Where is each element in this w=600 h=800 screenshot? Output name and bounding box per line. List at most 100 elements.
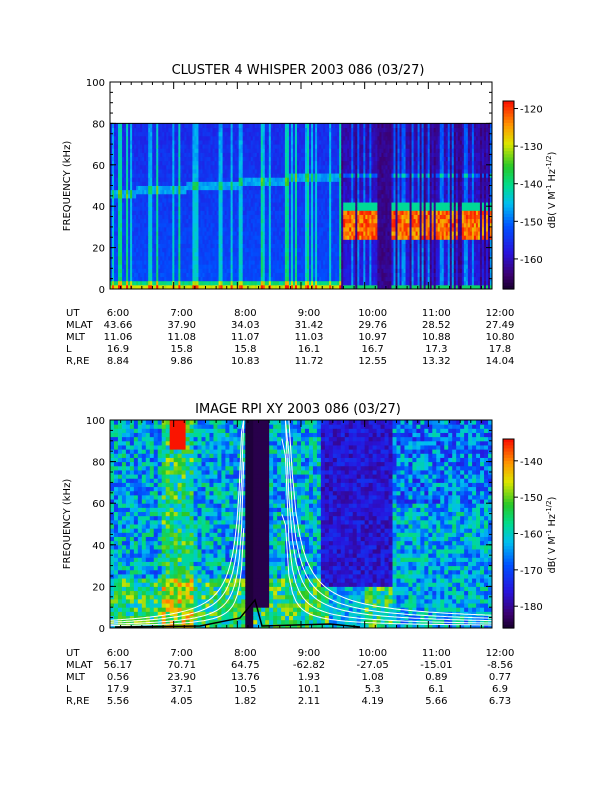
spectrogram-cell xyxy=(146,255,149,261)
spectrogram-cell xyxy=(212,148,216,153)
spectrogram-cell xyxy=(124,272,127,278)
spectrogram-cell xyxy=(120,123,123,129)
spectrogram-cell xyxy=(311,164,314,170)
spectrogram-cell xyxy=(206,127,210,133)
spectrogram-cell xyxy=(216,264,220,269)
spectrogram-cell xyxy=(292,264,296,269)
spectrogram-cell xyxy=(170,135,173,141)
spectrogram-cell xyxy=(294,243,298,249)
spectrogram-cell xyxy=(280,144,284,149)
spectrogram-cell xyxy=(222,144,226,149)
spectrogram-cell xyxy=(246,189,250,195)
spectrogram-cell xyxy=(224,181,228,186)
spectrogram-cell xyxy=(204,144,208,149)
spectrogram-cell xyxy=(136,284,139,290)
spectrogram-cell xyxy=(228,168,232,174)
spectrogram-cell xyxy=(359,268,362,273)
spectrogram-cell xyxy=(286,239,290,244)
spectrogram-cell xyxy=(256,127,260,133)
spectrogram-cell xyxy=(130,189,133,195)
spectrogram-cell xyxy=(250,268,254,273)
spectrogram-cell xyxy=(150,202,153,207)
spectrogram-cell xyxy=(357,131,360,137)
spectrogram-cell xyxy=(274,235,278,240)
spectrogram-cell xyxy=(268,164,272,170)
spectrogram-cell xyxy=(331,243,334,249)
spectrogram-cell xyxy=(210,268,214,273)
spectrogram-cell xyxy=(292,255,296,261)
spectrogram-cell xyxy=(250,177,254,182)
spectrogram-cell xyxy=(198,185,201,191)
spectrogram-cell xyxy=(130,177,133,182)
spectrogram-cell xyxy=(190,264,193,269)
spectrogram-cell xyxy=(319,272,322,278)
spectrogram-cell xyxy=(172,247,175,253)
spectrogram-cell xyxy=(270,181,274,186)
spectrogram-cell xyxy=(174,218,177,224)
spectrogram-cell xyxy=(282,123,286,129)
spectrogram-cell xyxy=(196,202,199,207)
spectrogram-cell xyxy=(130,197,133,203)
spectrogram-cell xyxy=(156,127,159,133)
spectrogram-cell xyxy=(294,251,298,257)
spectrogram-cell xyxy=(174,268,177,273)
spectrogram-cell xyxy=(164,181,167,186)
spectrogram-cell xyxy=(343,156,346,162)
spectrogram-cell xyxy=(282,139,286,145)
spectrogram-cell xyxy=(230,235,234,240)
spectrogram-cell xyxy=(208,260,212,265)
spectrogram-cell xyxy=(110,264,113,269)
spectrogram-cell xyxy=(206,231,210,236)
spectrogram-cell xyxy=(234,272,238,278)
spectrogram-cell xyxy=(284,139,288,145)
spectrogram-cell xyxy=(238,193,242,199)
spectrogram-cell xyxy=(317,247,320,253)
spectrogram-cell xyxy=(329,210,332,215)
spectrogram-cell xyxy=(128,202,131,207)
spectrogram-cell xyxy=(270,247,274,253)
spectrogram-cell xyxy=(120,231,123,236)
spectrogram-cell xyxy=(224,202,228,207)
spectrogram-cell xyxy=(144,131,147,137)
spectrogram-cell xyxy=(345,156,348,162)
spectrogram-cell xyxy=(192,173,195,178)
spectrogram-cell xyxy=(298,160,302,166)
spectrogram-cell xyxy=(164,139,167,145)
spectrogram-cell xyxy=(286,152,290,158)
spectrogram-cell xyxy=(122,123,125,129)
spectrogram-cell xyxy=(118,218,121,224)
spectrogram-cell xyxy=(154,251,157,257)
spectrogram-cell xyxy=(268,152,272,158)
spectrogram-cell xyxy=(335,218,338,224)
spectrogram-cell xyxy=(118,127,121,133)
spectrogram-cell xyxy=(206,268,210,273)
spectrogram-cell xyxy=(323,284,326,290)
spectrogram-cell xyxy=(166,268,169,273)
spectrogram-cell xyxy=(198,131,201,137)
spectrogram-cell xyxy=(166,218,169,224)
spectrogram-cell xyxy=(343,243,346,249)
spectrogram-cell xyxy=(160,168,163,174)
spectrogram-cell xyxy=(140,210,143,215)
spectrogram-cell xyxy=(248,177,252,182)
spectrogram-cell xyxy=(180,226,183,232)
spectrogram-cell xyxy=(357,123,360,129)
spectrogram-cell xyxy=(216,243,220,249)
spectrogram-cell xyxy=(120,144,123,149)
spectrogram-cell xyxy=(298,226,302,232)
spectrogram-cell xyxy=(337,210,340,215)
spectrogram-cell xyxy=(238,148,242,153)
spectrogram-cell xyxy=(276,177,280,182)
spectrogram-cell xyxy=(124,222,127,228)
spectrogram-cell xyxy=(351,247,354,253)
spectrogram-cell xyxy=(296,197,300,203)
spectrogram-cell xyxy=(282,127,286,133)
spectrogram-cell xyxy=(343,247,346,253)
spectrogram-cell xyxy=(294,280,298,286)
spectrogram-cell xyxy=(140,131,143,137)
spectrogram-cell xyxy=(206,144,210,149)
spectrogram-cell xyxy=(194,255,197,261)
spectrogram-cell xyxy=(292,148,296,153)
spectrogram-cell xyxy=(208,139,212,145)
spectrogram-cell xyxy=(146,156,149,162)
